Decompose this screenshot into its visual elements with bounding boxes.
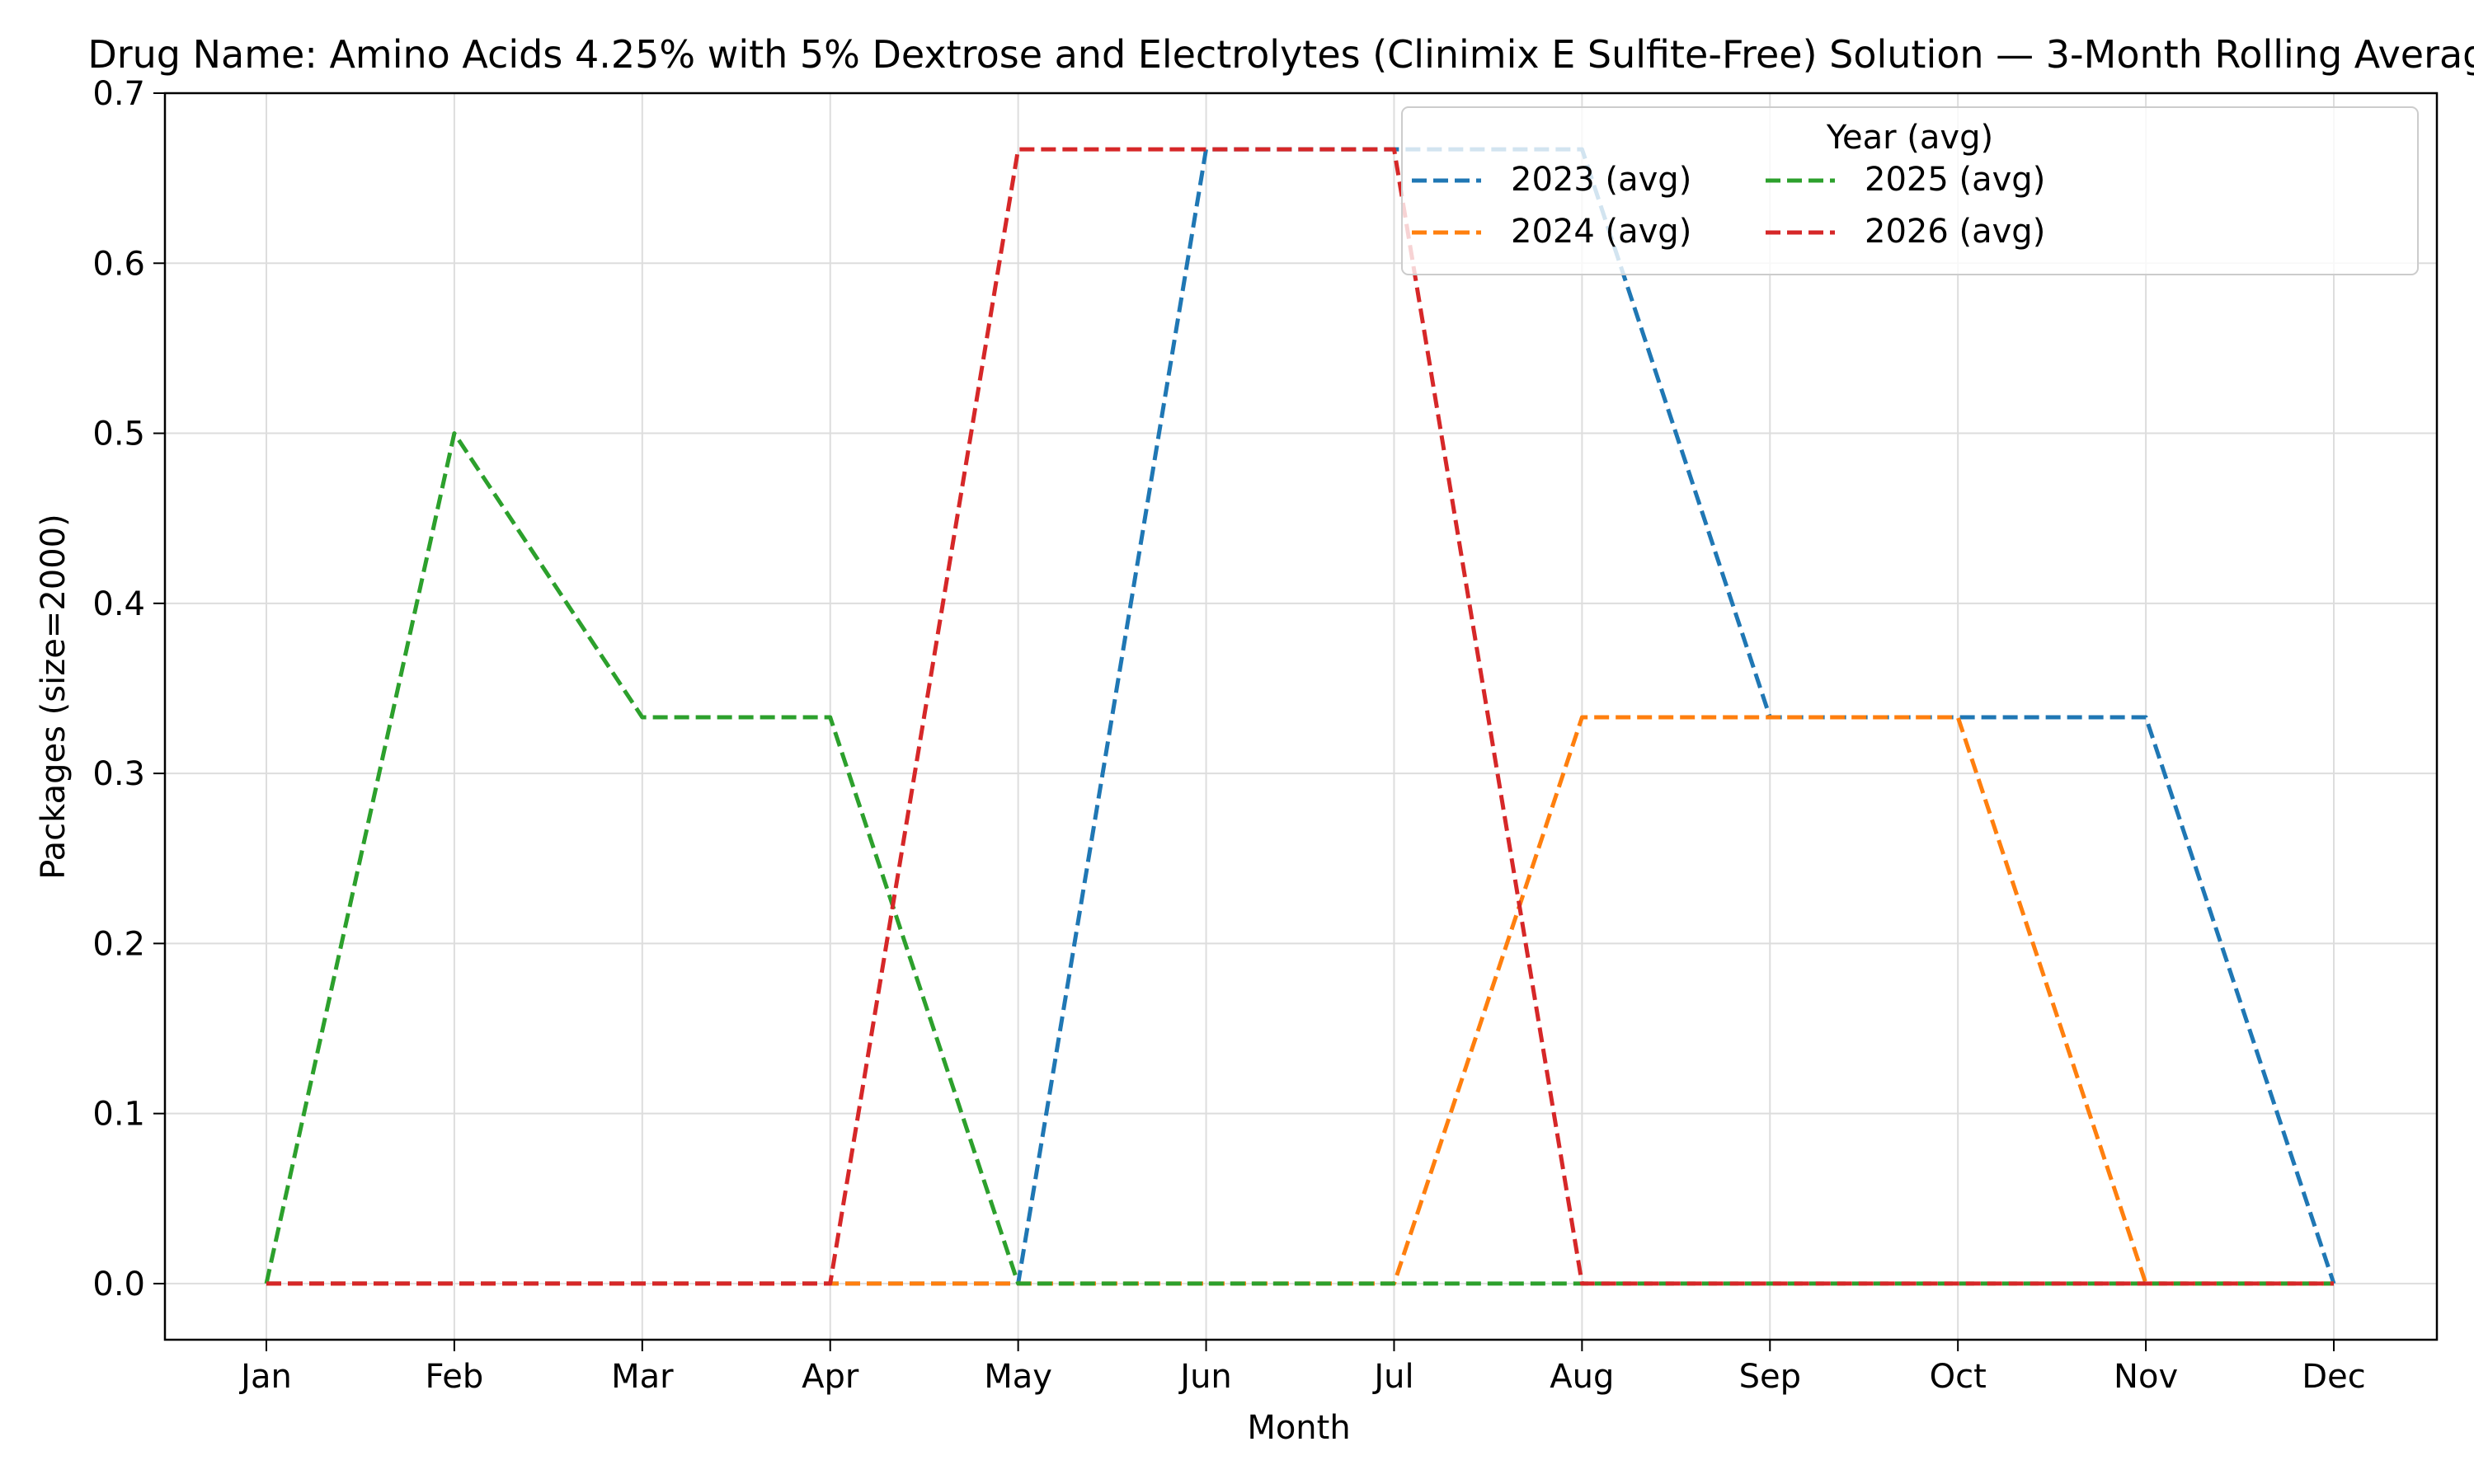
x-tick-label: Aug (1550, 1358, 1614, 1396)
y-axis: 0.0 0.1 0.2 0.3 0.4 0.5 0.6 0.7 (92, 75, 165, 1303)
series-lines (264, 147, 2336, 1286)
plot-area-frame (163, 92, 2439, 1341)
x-tick-label: Jan (238, 1358, 292, 1396)
x-tick-label: Nov (2114, 1358, 2178, 1396)
x-axis: Jan Feb Mar Apr May Jun Jul Aug Sep Oct Nov Dec (238, 1340, 2366, 1396)
chart-title: Drug Name: Amino Acids 4.25% with 5% Dex… (87, 32, 2474, 77)
y-tick-label: 0.5 (92, 416, 145, 453)
legend-label: 2026 (avg) (1865, 213, 2045, 251)
y-tick-label: 0.2 (92, 925, 145, 963)
legend-label: 2023 (avg) (1511, 161, 1691, 199)
x-tick-label: Apr (802, 1358, 859, 1396)
x-tick-label: Sep (1739, 1358, 1801, 1396)
x-tick-label: Jul (1371, 1358, 1413, 1396)
legend: Year (avg) 2023 (avg) 2024 (avg) 2025 (avg)… (1401, 106, 2419, 275)
series-line-2026 (266, 147, 2334, 1286)
y-axis-label: Packages (size=2000) (35, 514, 73, 879)
x-tick-label: Jun (1178, 1358, 1232, 1396)
x-tick-label: Oct (1930, 1358, 1987, 1396)
x-tick-label: Feb (425, 1358, 483, 1396)
legend-label: 2025 (avg) (1865, 161, 2045, 199)
y-tick-label: 0.0 (92, 1266, 145, 1303)
legend-label: 2024 (avg) (1511, 213, 1691, 251)
x-tick-label: May (984, 1358, 1052, 1396)
y-tick-label: 0.1 (92, 1096, 145, 1134)
x-tick-label: Dec (2302, 1358, 2365, 1396)
legend-title: Year (avg) (1826, 119, 1993, 157)
y-tick-label: 0.7 (92, 75, 145, 113)
y-tick-label: 0.4 (92, 585, 145, 623)
y-tick-label: 0.6 (92, 245, 145, 283)
x-tick-label: Mar (611, 1358, 674, 1396)
x-axis-label: Month (1247, 1409, 1350, 1447)
legend-box (1401, 106, 2419, 275)
y-tick-label: 0.3 (92, 755, 145, 793)
